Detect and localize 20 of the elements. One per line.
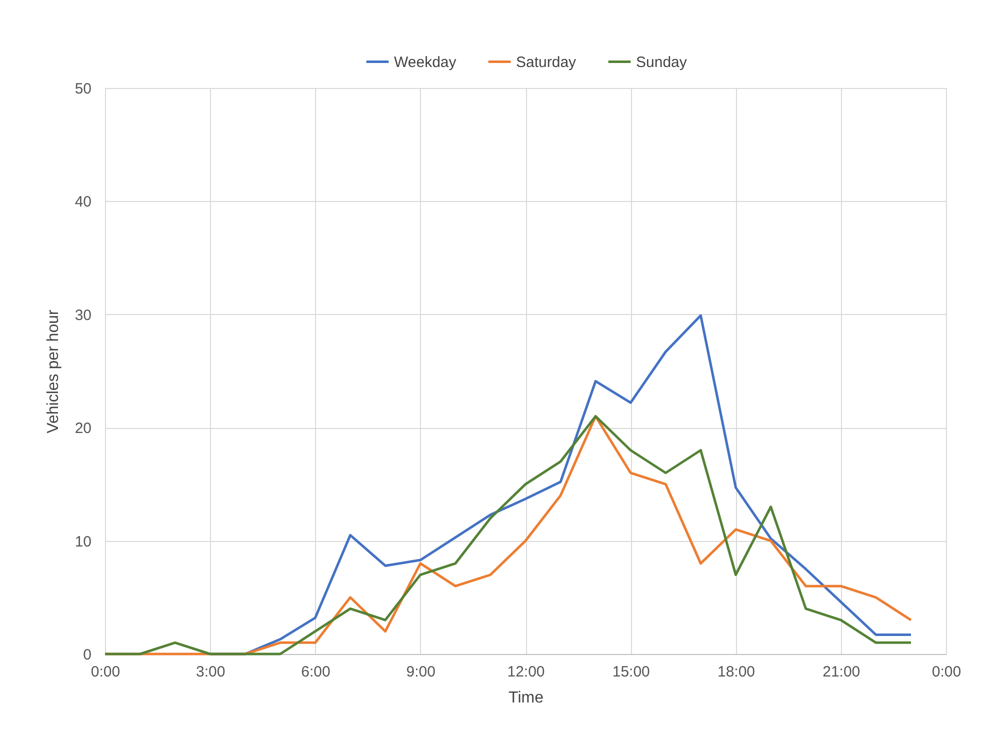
x-tick-label: 3:00: [196, 664, 226, 680]
x-tick-label: 12:00: [507, 664, 545, 680]
x-tick-label: 0:00: [90, 664, 120, 680]
y-tick-label: 50: [74, 80, 92, 98]
legend-label: Sunday: [636, 54, 688, 71]
y-tick-label: 0: [83, 646, 92, 664]
y-tick-label: 20: [74, 420, 92, 438]
x-tick-label: 15:00: [612, 664, 650, 680]
x-tick-label: 9:00: [406, 664, 436, 680]
y-tick-label: 40: [74, 194, 92, 211]
y-tick-label: 10: [74, 533, 92, 550]
legend-label: Saturday: [516, 54, 577, 71]
legend-label: Weekday: [394, 54, 457, 71]
x-tick-label: 6:00: [301, 664, 330, 680]
y-axis-title: Vehicles per hour: [44, 309, 62, 434]
y-tick-label: 30: [74, 306, 92, 324]
x-tick-label: 18:00: [717, 664, 756, 680]
x-tick-label: 21:00: [822, 664, 860, 680]
x-axis-title: Time: [508, 690, 544, 706]
x-tick-label: 0:00: [932, 664, 962, 680]
